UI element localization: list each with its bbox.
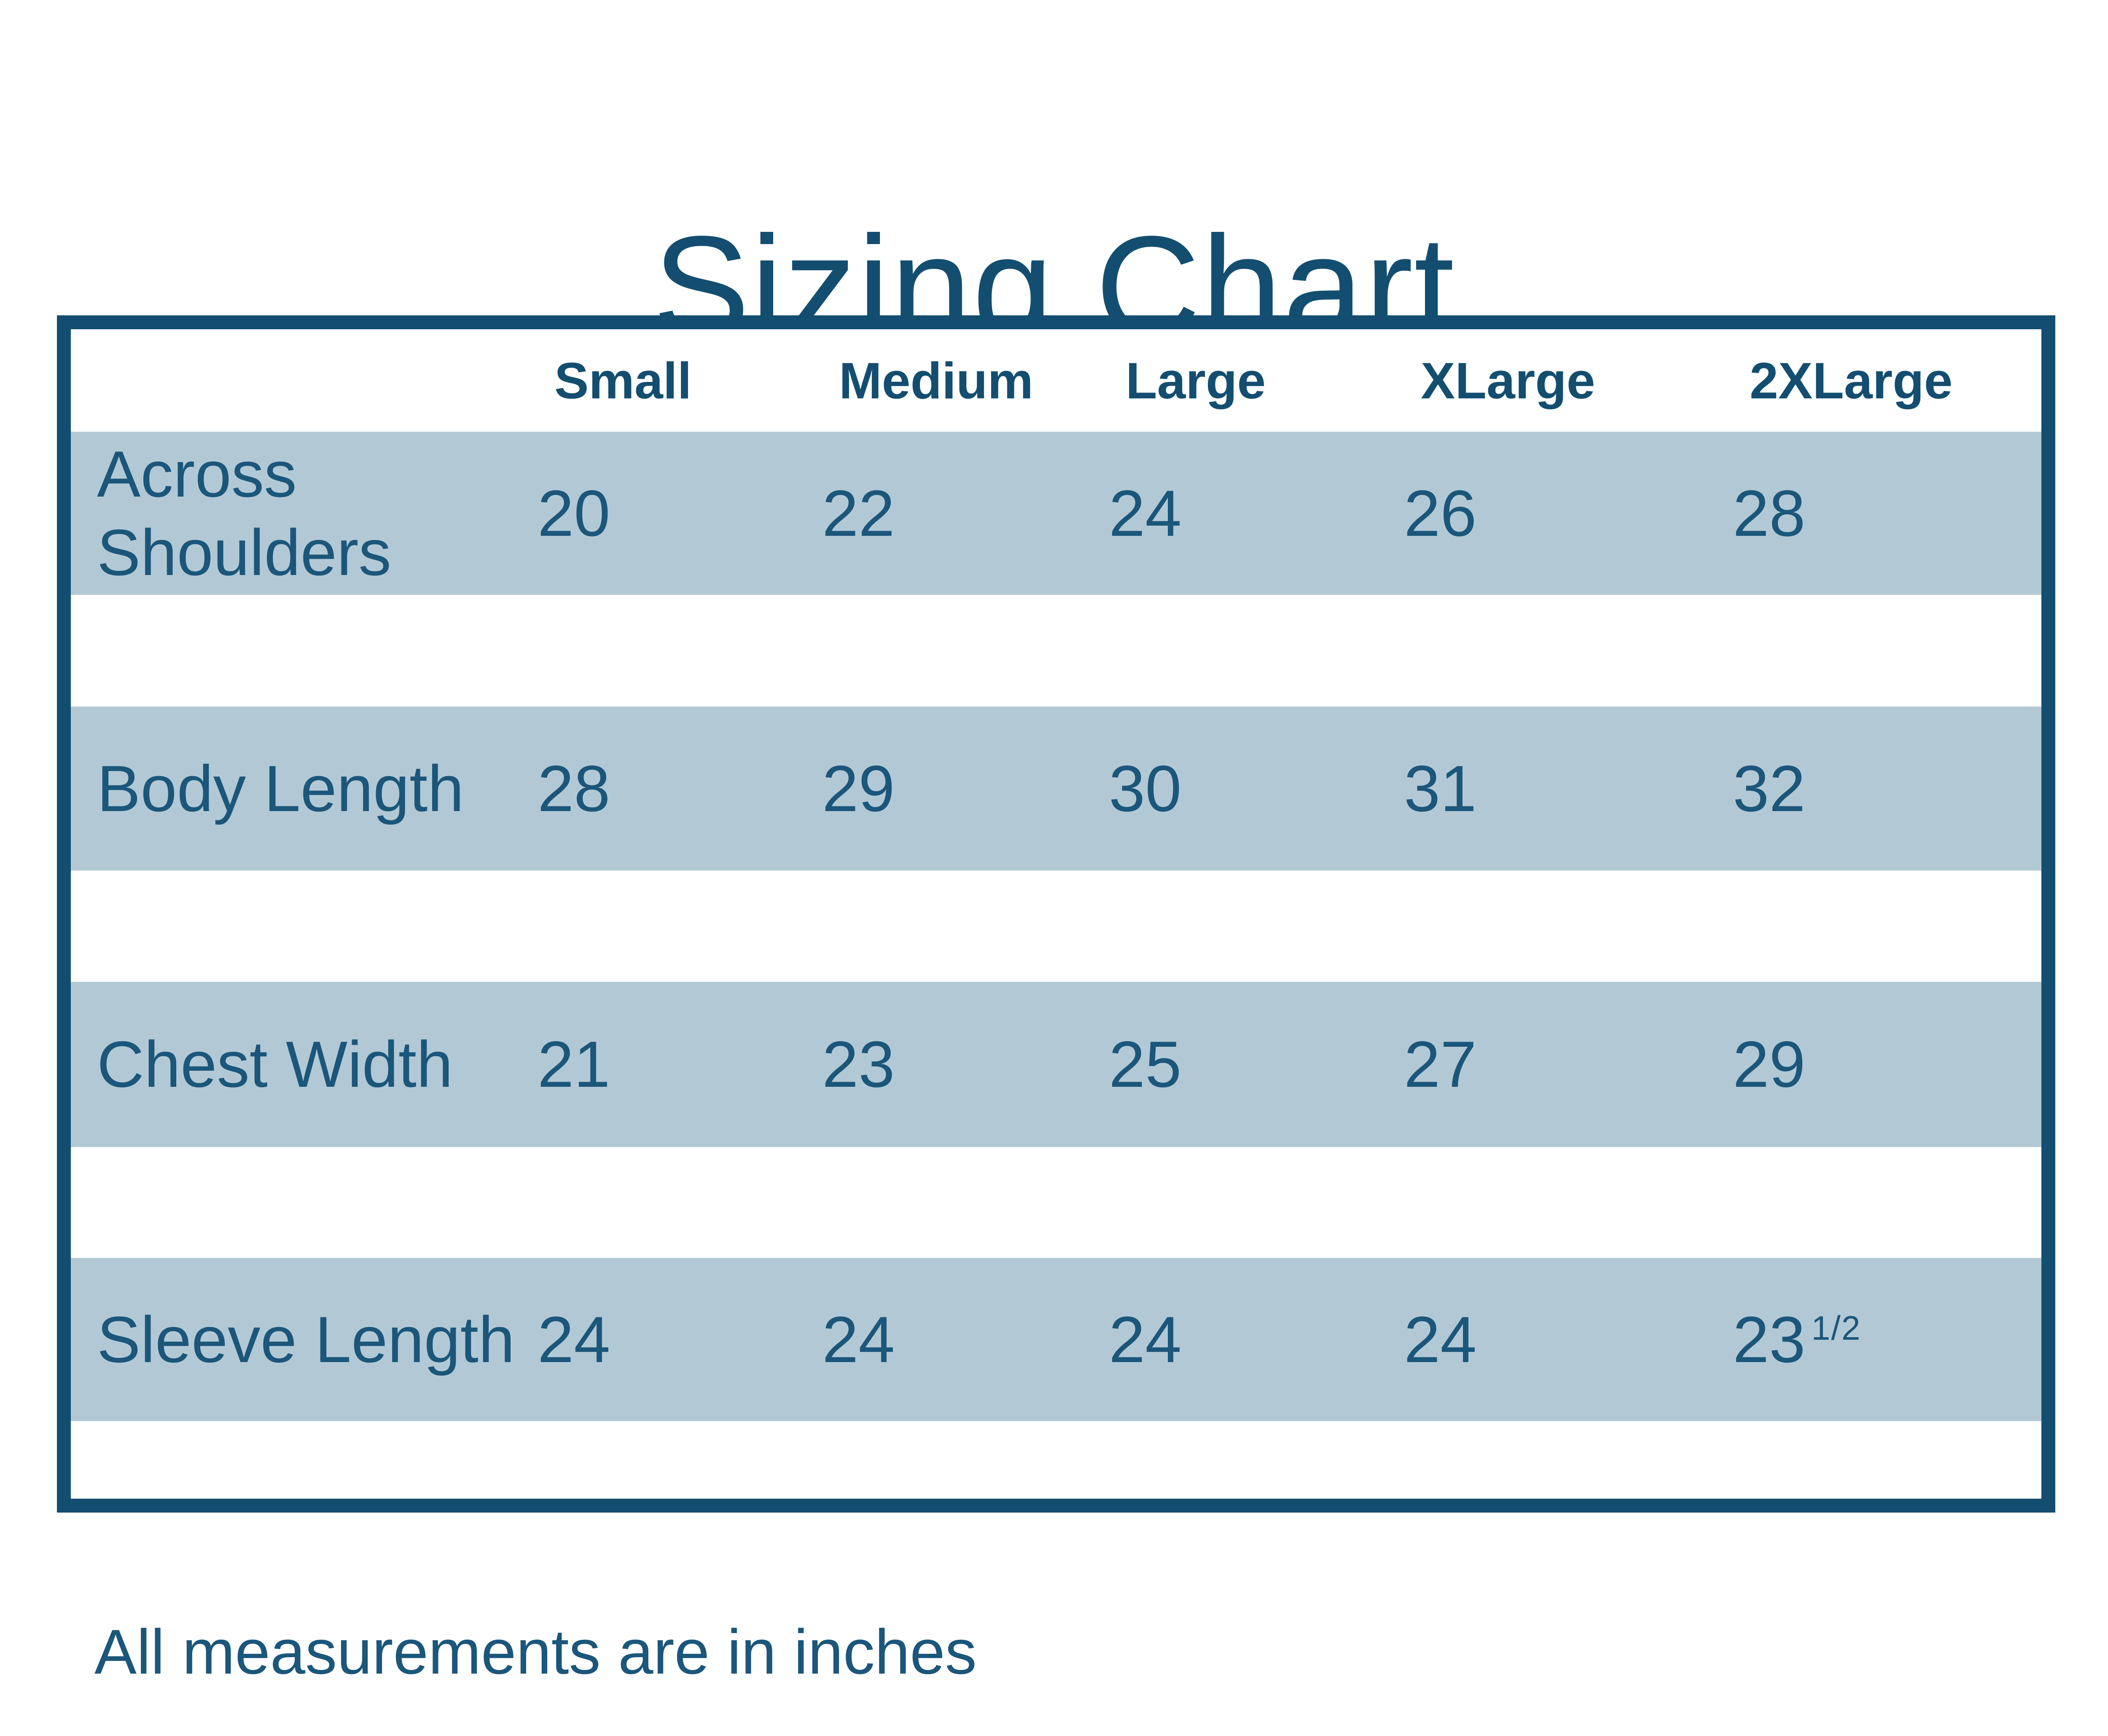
value-cell: 21 [538, 1028, 610, 1101]
table-row-body-length: Body Length 28 29 30 31 32 [71, 707, 2041, 871]
value-cell: 29 [822, 752, 895, 825]
table-row-sleeve-length: Sleeve Length 24 24 24 24 23 1/2 [71, 1258, 2041, 1421]
row-label: Across Shoulders [97, 437, 391, 589]
table-row-chest-width: Chest Width 21 23 25 27 29 [71, 982, 2041, 1147]
value-cell: 25 [1109, 1028, 1182, 1101]
value-cell: 27 [1404, 1028, 1477, 1101]
value-cell: 29 [1733, 1028, 1806, 1101]
value-cell: 24 [1404, 1303, 1477, 1376]
value-base: 23 [1733, 1303, 1806, 1376]
value-cell: 22 [822, 476, 895, 550]
value-cell: 23 [822, 1028, 895, 1101]
value-cell: 24 [538, 1303, 610, 1376]
table-header-row: Small Medium Large XLarge 2XLarge [71, 329, 2041, 432]
value-cell: 23 1/2 [1733, 1302, 2041, 1377]
table-row-across-shoulders: Across Shoulders 20 22 24 26 28 [71, 432, 2041, 595]
spacer-row [71, 871, 2041, 982]
value-fraction: 1/2 [1811, 1309, 1861, 1347]
header-cell-medium: Medium [839, 352, 1033, 409]
sizing-table: Small Medium Large XLarge 2XLarge Across… [57, 315, 2055, 1513]
value-cell: 30 [1109, 752, 1182, 825]
value-cell: 28 [1733, 476, 1806, 550]
value-cell: 31 [1404, 752, 1477, 825]
value-cell: 20 [538, 476, 610, 550]
spacer-row [71, 1147, 2041, 1258]
value-cell: 24 [1109, 476, 1182, 550]
header-cell-small: Small [554, 352, 692, 409]
header-cell-xlarge: XLarge [1421, 352, 1595, 409]
value-cell: 28 [538, 752, 610, 825]
value-cell: 32 [1733, 752, 1806, 825]
row-label: Chest Width [97, 1028, 453, 1101]
value-cell: 26 [1404, 476, 1477, 550]
value-cell: 24 [1109, 1303, 1182, 1376]
row-label: Body Length [97, 752, 464, 825]
spacer-row [71, 1421, 2041, 1499]
value-cell: 24 [822, 1303, 895, 1376]
row-label: Sleeve Length [97, 1303, 515, 1376]
measurements-footnote: All measurements are in inches [94, 1616, 977, 1687]
spacer-row [71, 595, 2041, 707]
header-cell-2xlarge: 2XLarge [1750, 352, 1953, 409]
header-cell-large: Large [1126, 352, 1266, 409]
